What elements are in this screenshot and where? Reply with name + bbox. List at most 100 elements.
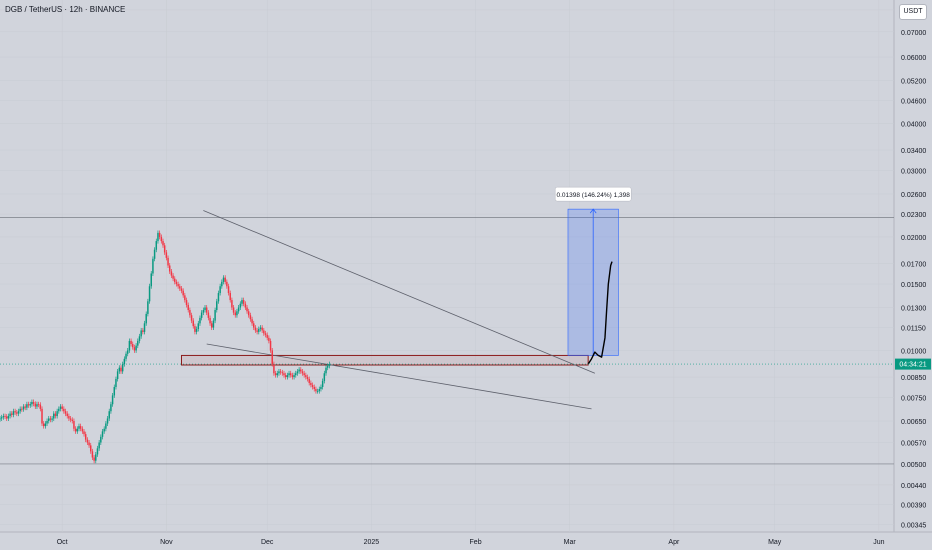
candle-body	[216, 301, 218, 311]
candle-body	[263, 330, 265, 334]
candle-body	[118, 367, 121, 372]
candle-body	[194, 326, 196, 332]
candle-body	[300, 369, 302, 372]
candle-body	[115, 379, 117, 387]
candle-body	[175, 281, 178, 285]
candle-body	[236, 311, 238, 316]
candle-body	[256, 330, 258, 332]
y-tick-label: 0.00345	[901, 523, 926, 530]
candle-body	[49, 418, 52, 420]
candle-body	[111, 395, 114, 405]
candle-body	[197, 323, 200, 329]
candle-body	[22, 406, 25, 410]
candle-body	[268, 337, 270, 341]
y-tick-label: 0.01500	[901, 282, 926, 289]
candle-body	[68, 416, 70, 419]
candle-body	[89, 445, 92, 452]
candle-body	[108, 411, 110, 419]
candle-body	[53, 413, 55, 419]
y-tick-label: 0.02000	[901, 235, 926, 242]
candle-body	[261, 327, 263, 331]
candle-body	[84, 434, 87, 440]
candle-body	[217, 293, 220, 302]
y-tick-label: 0.07000	[901, 30, 926, 37]
candle-body	[316, 391, 319, 392]
candle-body	[42, 423, 45, 427]
projection-path	[587, 261, 613, 365]
candle-body	[165, 252, 168, 258]
candle-body	[158, 232, 161, 237]
candle-body	[76, 428, 79, 432]
falling-wedge-lower-line	[206, 343, 592, 410]
candle-body	[29, 404, 31, 406]
x-tick-label: Mar	[564, 539, 577, 546]
candle-body	[291, 375, 294, 378]
candle-body	[284, 375, 287, 378]
candle-body	[231, 300, 233, 308]
candle-body	[21, 408, 23, 410]
last-price-label: 04:34:21	[899, 362, 926, 369]
candle-body	[247, 311, 250, 316]
candle-body	[303, 373, 305, 376]
candle-body	[221, 281, 223, 287]
candle-body	[326, 365, 329, 368]
candle-body	[100, 436, 102, 443]
candle-body	[58, 408, 60, 412]
candle-body	[106, 418, 109, 424]
candle-body	[125, 353, 127, 359]
candle-body	[264, 333, 267, 335]
y-tick-label: 0.01150	[901, 326, 926, 333]
candle-body	[254, 327, 257, 331]
candle-body	[163, 245, 166, 253]
candle-body	[143, 323, 146, 332]
candle-body	[148, 286, 151, 302]
candle-body	[64, 411, 67, 414]
candle-body	[192, 320, 195, 327]
candle-body	[123, 358, 126, 365]
candle-body	[152, 258, 154, 274]
candle-body	[276, 373, 279, 376]
candle-body	[252, 323, 255, 328]
candle-body	[121, 364, 124, 372]
candle-body	[103, 428, 105, 432]
candle-body	[328, 364, 331, 366]
candle-body	[177, 284, 179, 287]
candle-body	[179, 286, 181, 289]
candle-body	[229, 293, 231, 301]
candle-body	[74, 428, 77, 432]
candle-body	[105, 423, 107, 429]
candle-body	[147, 301, 149, 314]
candle-body	[199, 317, 201, 324]
candle-body	[153, 249, 156, 259]
candle-body	[308, 379, 310, 383]
candle-body	[132, 344, 134, 348]
candle-body	[293, 375, 295, 378]
candle-body	[249, 315, 252, 320]
candle-body	[227, 286, 230, 294]
candle-body	[91, 451, 94, 458]
candle-body	[11, 413, 13, 415]
target-label-box	[554, 186, 632, 202]
candle-body	[59, 406, 62, 409]
candle-body	[168, 265, 171, 272]
candle-body	[101, 431, 104, 437]
candle-body	[140, 330, 142, 337]
candle-body	[61, 406, 63, 409]
plot-area	[0, 0, 894, 532]
candle-body	[237, 307, 240, 312]
candle-body	[135, 345, 137, 351]
candle-body	[271, 350, 273, 365]
candle-body	[78, 426, 80, 429]
y-tick-label: 0.00650	[901, 419, 926, 426]
candle-body	[298, 369, 300, 372]
currency-badge[interactable]: USDT	[899, 4, 927, 20]
x-tick-label: 2025	[364, 539, 380, 546]
candle-body	[167, 257, 169, 266]
x-tick-label: Nov	[160, 539, 173, 546]
candle-body	[195, 328, 198, 332]
support-zone	[180, 354, 589, 366]
candle-body	[295, 373, 297, 376]
price-scale-bg	[894, 0, 932, 550]
candle-body	[44, 423, 47, 427]
